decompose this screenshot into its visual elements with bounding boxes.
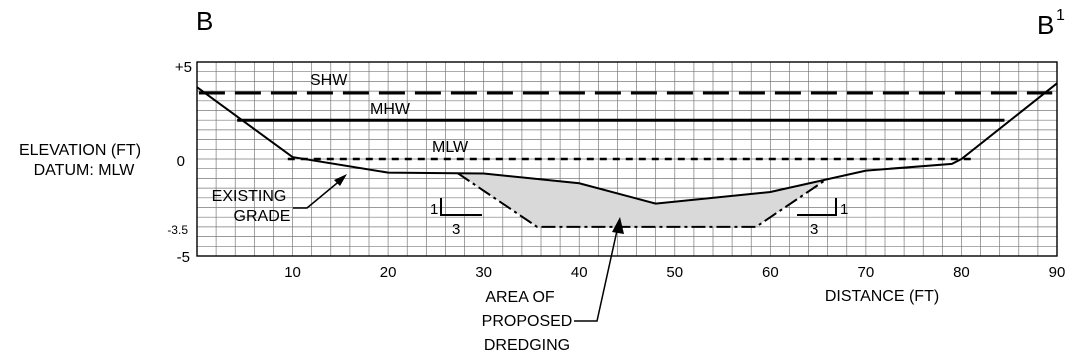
dredging-label-line1: AREA OF bbox=[485, 289, 555, 306]
dredging-label-line2: PROPOSED bbox=[482, 313, 573, 330]
mhw-label: MHW bbox=[370, 101, 411, 118]
x-axis-ticks: 10 20 30 40 50 60 70 80 90 bbox=[284, 264, 1065, 281]
x-axis-label: DISTANCE (FT) bbox=[825, 288, 939, 305]
grid-border bbox=[196, 61, 1058, 257]
existing-grade-leader bbox=[293, 174, 347, 209]
shw-label: SHW bbox=[310, 72, 348, 89]
x-tick-label: 20 bbox=[380, 264, 397, 281]
y-tick-minus5: -5 bbox=[177, 249, 190, 266]
x-tick-label: 90 bbox=[1049, 264, 1066, 281]
left-slope-indicator: 1 3 bbox=[430, 198, 482, 238]
existing-grade-label-line1: EXISTING bbox=[212, 188, 287, 205]
x-tick-label: 30 bbox=[475, 264, 492, 281]
x-tick-label: 70 bbox=[858, 264, 875, 281]
x-tick-label: 80 bbox=[953, 264, 970, 281]
left-slope-rise: 1 bbox=[430, 201, 438, 218]
x-tick-label: 10 bbox=[284, 264, 301, 281]
y-tick-0: 0 bbox=[177, 153, 185, 170]
dredging-template-line bbox=[457, 172, 827, 228]
right-slope-rise: 1 bbox=[840, 201, 848, 218]
dredging-label-line3: DREDGING bbox=[484, 337, 570, 354]
x-tick-label: 40 bbox=[571, 264, 588, 281]
y-axis-datum-label: DATUM: MLW bbox=[34, 162, 136, 179]
water-levels bbox=[198, 91, 1053, 161]
section-end-superscript: 1 bbox=[1056, 7, 1065, 24]
section-end-label: B bbox=[1037, 10, 1054, 40]
right-slope-run: 3 bbox=[810, 221, 818, 238]
dredging-leader bbox=[574, 217, 624, 322]
left-slope-run: 3 bbox=[452, 221, 460, 238]
existing-grade-line bbox=[196, 82, 1058, 205]
section-start-label: B bbox=[196, 6, 213, 36]
y-tick-minus3-5: -3.5 bbox=[167, 223, 188, 237]
mlw-label: MLW bbox=[432, 139, 469, 156]
y-tick-plus5: +5 bbox=[175, 59, 192, 76]
x-tick-label: 60 bbox=[762, 264, 779, 281]
y-axis-label: ELEVATION (FT) bbox=[19, 142, 141, 159]
existing-grade-label-line2: GRADE bbox=[234, 208, 291, 225]
x-tick-label: 50 bbox=[666, 264, 683, 281]
right-slope-indicator: 1 3 bbox=[797, 198, 848, 238]
